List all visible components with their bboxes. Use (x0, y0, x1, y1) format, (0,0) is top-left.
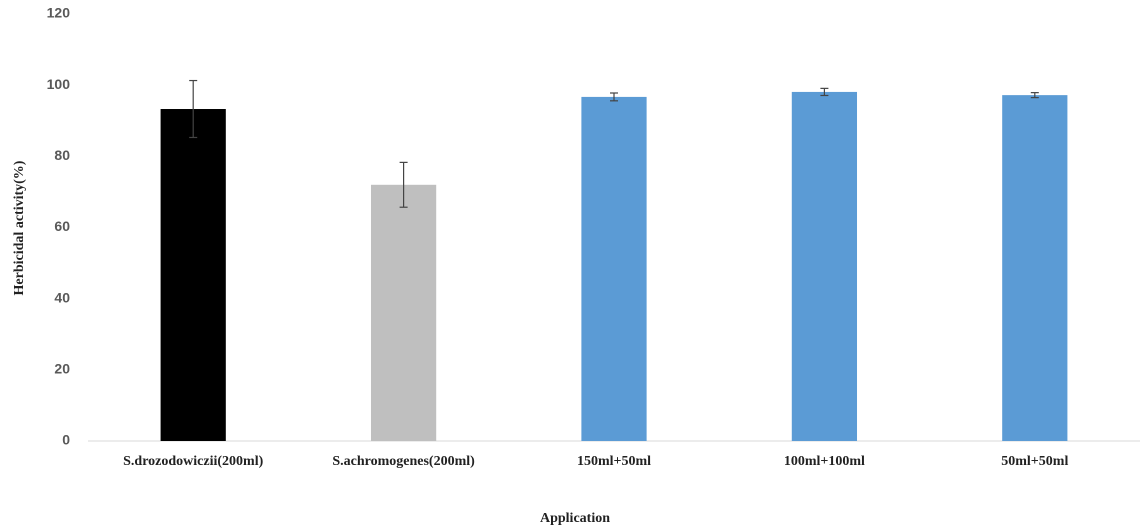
bar (370, 184, 437, 442)
bar (160, 109, 226, 441)
x-tick-label: S.drozodowiczii(200ml) (123, 454, 263, 469)
x-tick-label: 100ml+100ml (784, 454, 865, 469)
error-bar (1030, 92, 1039, 99)
error-bar (610, 92, 618, 102)
error-bar (189, 79, 198, 139)
y-tick-label: 80 (54, 147, 70, 163)
x-tick-label: S.achromogenes(200ml) (332, 454, 475, 469)
y-tick-label: 120 (47, 5, 71, 21)
y-tick-label: 40 (54, 289, 70, 305)
bar (581, 96, 647, 441)
y-tick-label: 100 (47, 76, 71, 92)
x-tick-label: 150ml+50ml (577, 454, 651, 469)
x-axis-title: Application (540, 511, 610, 526)
error-bar (820, 87, 829, 97)
y-tick-label: 0 (62, 432, 70, 448)
y-tick-label: 20 (54, 361, 70, 377)
bar (791, 91, 858, 442)
x-tick-label: 50ml+50ml (1001, 454, 1068, 469)
bar (1002, 95, 1068, 441)
y-tick-label: 60 (54, 218, 70, 234)
error-bar (399, 161, 408, 208)
y-axis-title: Herbicidal activity(%) (12, 160, 27, 295)
